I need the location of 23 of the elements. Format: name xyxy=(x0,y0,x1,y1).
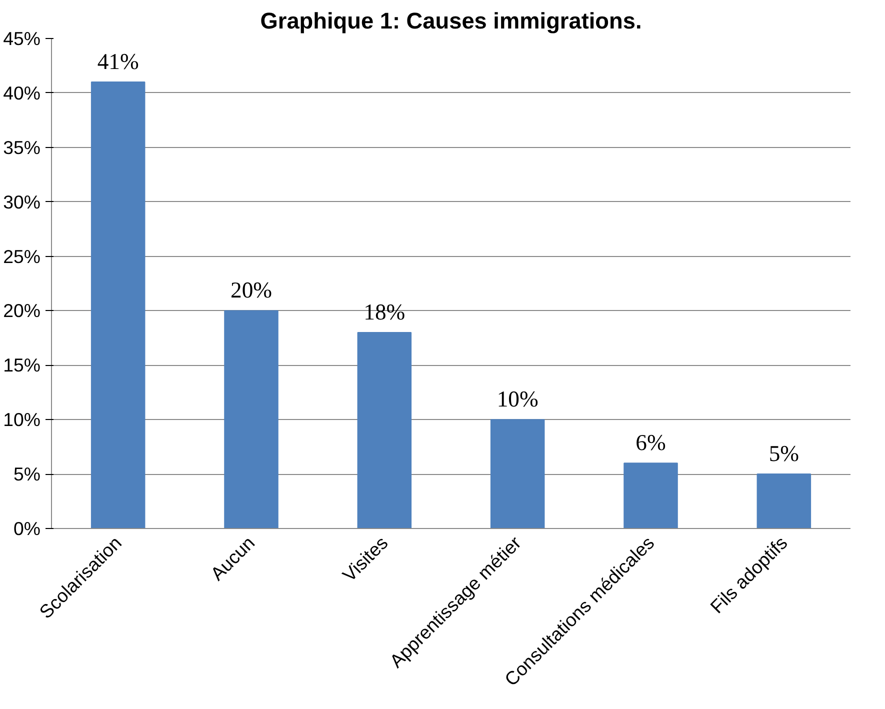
chart-title: Graphique 1: Causes immigrations. xyxy=(260,8,642,34)
bar xyxy=(490,419,545,528)
y-tick-label: 20% xyxy=(3,300,41,322)
y-tick-label: 0% xyxy=(14,518,41,539)
bar xyxy=(224,310,278,528)
bar xyxy=(90,82,146,528)
data-label: 18% xyxy=(364,300,406,324)
y-tick-label: 25% xyxy=(3,246,41,267)
bar xyxy=(624,462,678,528)
y-tick-label: 15% xyxy=(3,354,41,376)
y-tick-label: 45% xyxy=(3,28,41,49)
y-tick-label: 40% xyxy=(3,82,41,104)
y-tick-label: 35% xyxy=(3,136,41,158)
data-label: 5% xyxy=(768,441,800,466)
y-tick-label: 5% xyxy=(14,464,41,485)
bar xyxy=(357,332,412,528)
data-label: 41% xyxy=(97,49,139,74)
bar xyxy=(756,474,812,528)
data-label: 6% xyxy=(636,430,666,456)
data-label: 10% xyxy=(496,386,538,412)
y-tick-label: 30% xyxy=(3,191,41,212)
y-tick-label: 10% xyxy=(3,409,41,430)
data-label: 20% xyxy=(230,278,272,303)
